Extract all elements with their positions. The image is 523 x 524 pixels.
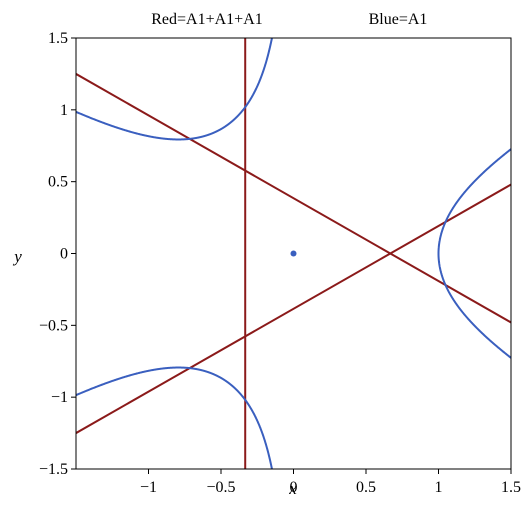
y-axis-label: y: [12, 247, 22, 266]
red-line: [76, 73, 511, 324]
x-axis-ticks: [148, 469, 512, 474]
x-tick-label: 1: [435, 479, 443, 496]
blue-point: [290, 250, 297, 257]
chart-title-blue: Blue=A1: [369, 11, 428, 28]
red-lines: [76, 38, 511, 469]
x-axis-label: x: [288, 479, 297, 498]
x-tick-label: −0.5: [206, 479, 235, 496]
y-tick-label: 1: [60, 102, 68, 119]
y-tick-label: 0.5: [48, 174, 68, 191]
y-tick-label: −1.5: [39, 461, 68, 478]
x-tick-label: 0: [290, 479, 298, 496]
x-tick-labels: −1 −0.5 0 0.5 1 1.5: [140, 479, 521, 496]
blue-curve-branch: [76, 38, 273, 141]
y-axis-ticks: [71, 37, 76, 470]
y-tick-label: −0.5: [39, 317, 68, 334]
x-tick-label: −1: [140, 479, 157, 496]
blue-curve-branch: [76, 366, 273, 469]
x-tick-label: 1.5: [501, 479, 521, 496]
blue-curves: [76, 38, 511, 469]
plot-frame: [75, 37, 512, 470]
y-tick-label: 1.5: [48, 30, 68, 47]
chart-title-red: Red=A1+A1+A1: [151, 11, 263, 28]
red-line: [76, 183, 511, 434]
y-tick-labels: 1.5 1 0.5 0 −0.5 −1 −1.5: [39, 30, 68, 478]
y-tick-label: 0: [60, 246, 68, 263]
y-tick-label: −1: [51, 389, 68, 406]
x-tick-label: 0.5: [356, 479, 376, 496]
blue-curve-branch: [437, 147, 511, 360]
